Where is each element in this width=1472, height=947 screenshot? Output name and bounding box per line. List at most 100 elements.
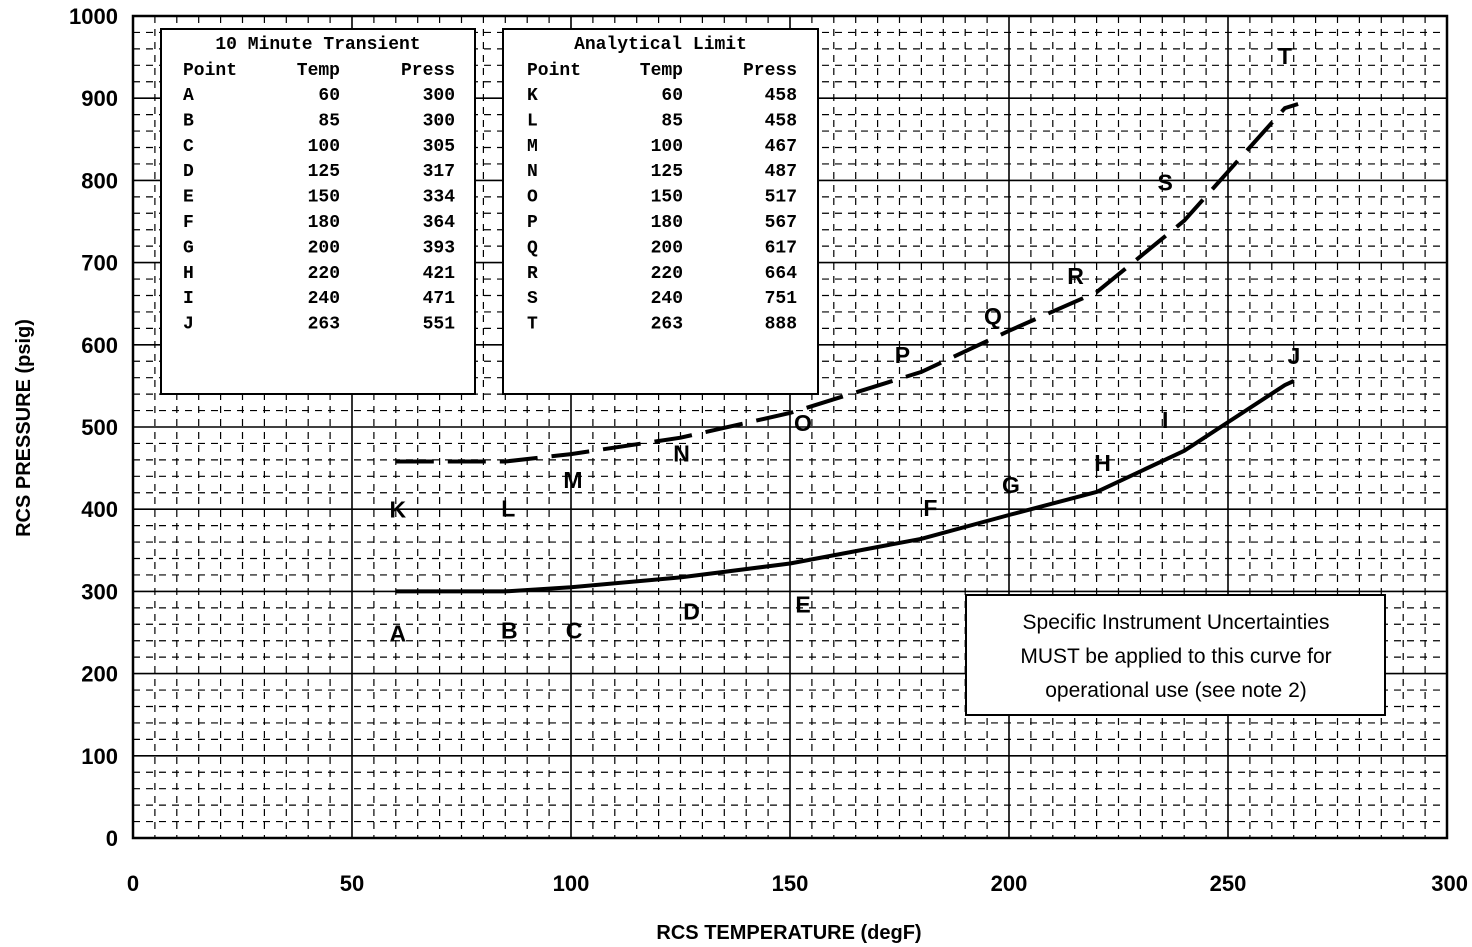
x-tick-label: 0 bbox=[127, 871, 139, 896]
point-label-t: T bbox=[1278, 43, 1292, 69]
table-cell: 751 bbox=[765, 289, 798, 309]
y-axis-title: RCS PRESSURE (psig) bbox=[13, 319, 35, 537]
table-cell: 300 bbox=[423, 111, 455, 131]
point-label-s: S bbox=[1158, 170, 1173, 196]
table-cell: G bbox=[183, 238, 194, 258]
note-box bbox=[965, 594, 1386, 716]
table-header: Press bbox=[401, 61, 455, 81]
table-box bbox=[160, 28, 476, 395]
table-cell: 240 bbox=[651, 289, 683, 309]
table-cell: 125 bbox=[651, 162, 683, 182]
table-cell: 263 bbox=[308, 315, 340, 335]
table-cell: 517 bbox=[765, 188, 797, 208]
x-tick-label: 300 bbox=[1431, 871, 1468, 896]
note-line: Specific Instrument Uncertainties bbox=[1023, 611, 1330, 634]
data-table-2: Analytical Limit Point Temp Press K 60 458 L 85 4… bbox=[502, 28, 819, 395]
point-label-o: O bbox=[794, 410, 812, 436]
y-tick-label: 400 bbox=[81, 497, 118, 522]
y-tick-label: 900 bbox=[81, 86, 118, 111]
table-cell: 551 bbox=[423, 315, 456, 335]
table-title: 10 Minute Transient bbox=[215, 35, 420, 55]
table-cell: 85 bbox=[318, 111, 340, 131]
transient-curve-line bbox=[395, 379, 1295, 594]
x-axis-title: RCS TEMPERATURE (degF) bbox=[656, 922, 921, 944]
table-cell: 458 bbox=[765, 86, 797, 106]
table-cell: C bbox=[183, 137, 194, 157]
table-header: Temp bbox=[297, 61, 340, 81]
x-tick-label: 200 bbox=[991, 871, 1028, 896]
table-cell: 180 bbox=[308, 213, 340, 233]
table-header: Temp bbox=[640, 61, 683, 81]
table-header: Point bbox=[527, 61, 581, 81]
table-cell: 200 bbox=[308, 238, 340, 258]
y-tick-label: 700 bbox=[81, 251, 118, 276]
table-cell: A bbox=[183, 86, 194, 106]
y-tick-label: 1000 bbox=[69, 4, 118, 29]
note-line: operational use (see note 2) bbox=[1045, 679, 1307, 702]
table-cell: F bbox=[183, 213, 194, 233]
y-tick-label: 100 bbox=[81, 744, 118, 769]
table-cell: 567 bbox=[765, 213, 797, 233]
table-cell: R bbox=[527, 264, 538, 284]
table-cell: 458 bbox=[765, 111, 797, 131]
table-cell: 60 bbox=[318, 86, 340, 106]
table-cell: 617 bbox=[765, 238, 797, 258]
x-tick-label: 150 bbox=[772, 871, 809, 896]
table-cell: 125 bbox=[308, 162, 340, 182]
point-label-d: D bbox=[683, 598, 700, 624]
table-cell: J bbox=[183, 315, 194, 335]
data-tables: 10 Minute Transient Point Temp Press A 60 300 B… bbox=[160, 28, 819, 395]
y-tick-label: 800 bbox=[81, 168, 118, 193]
point-label-m: M bbox=[563, 467, 582, 493]
table-cell: 364 bbox=[423, 213, 456, 233]
table-cell: M bbox=[527, 137, 538, 157]
point-label-p: P bbox=[895, 342, 910, 368]
table-title: Analytical Limit bbox=[574, 35, 747, 55]
curves bbox=[395, 102, 1299, 594]
table-cell: 334 bbox=[423, 188, 456, 208]
table-cell: Q bbox=[527, 238, 538, 258]
table-cell: K bbox=[527, 86, 538, 106]
table-box bbox=[502, 28, 819, 395]
table-cell: 421 bbox=[423, 264, 456, 284]
point-label-r: R bbox=[1067, 263, 1084, 289]
point-label-n: N bbox=[673, 441, 690, 467]
point-label-k: K bbox=[389, 497, 406, 523]
table-cell: 200 bbox=[651, 238, 683, 258]
point-label-i: I bbox=[1162, 407, 1168, 433]
table-cell: 487 bbox=[765, 162, 797, 182]
table-cell: 263 bbox=[651, 315, 683, 335]
table-cell: 888 bbox=[765, 315, 797, 335]
analytical-limit-curve-line bbox=[395, 102, 1299, 464]
table-cell: 664 bbox=[765, 264, 798, 284]
uncertainty-note: Specific Instrument Uncertainties MUST be… bbox=[965, 594, 1386, 716]
point-label-e: E bbox=[795, 591, 810, 617]
y-tick-label: 500 bbox=[81, 415, 118, 440]
table-cell: 100 bbox=[308, 137, 340, 157]
table-cell: N bbox=[527, 162, 538, 182]
table-cell: 317 bbox=[423, 162, 455, 182]
point-label-a: A bbox=[389, 620, 406, 646]
table-cell: S bbox=[527, 289, 538, 309]
table-cell: 180 bbox=[651, 213, 683, 233]
table-cell: 150 bbox=[308, 188, 340, 208]
table-cell: 220 bbox=[308, 264, 340, 284]
table-cell: 305 bbox=[423, 137, 455, 157]
table-cell: O bbox=[527, 188, 538, 208]
y-tick-label: 600 bbox=[81, 333, 118, 358]
point-label-g: G bbox=[1002, 472, 1020, 498]
table-cell: 150 bbox=[651, 188, 683, 208]
table-cell: B bbox=[183, 111, 194, 131]
point-label-b: B bbox=[501, 617, 518, 643]
y-tick-label: 200 bbox=[81, 662, 118, 687]
x-tick-label: 50 bbox=[340, 871, 364, 896]
point-label-q: Q bbox=[984, 303, 1002, 329]
table-header: Press bbox=[743, 61, 797, 81]
table-cell: 393 bbox=[423, 238, 455, 258]
table-cell: 100 bbox=[651, 137, 683, 157]
point-label-l: L bbox=[501, 496, 515, 522]
point-label-f: F bbox=[923, 495, 937, 521]
table-cell: H bbox=[183, 264, 194, 284]
